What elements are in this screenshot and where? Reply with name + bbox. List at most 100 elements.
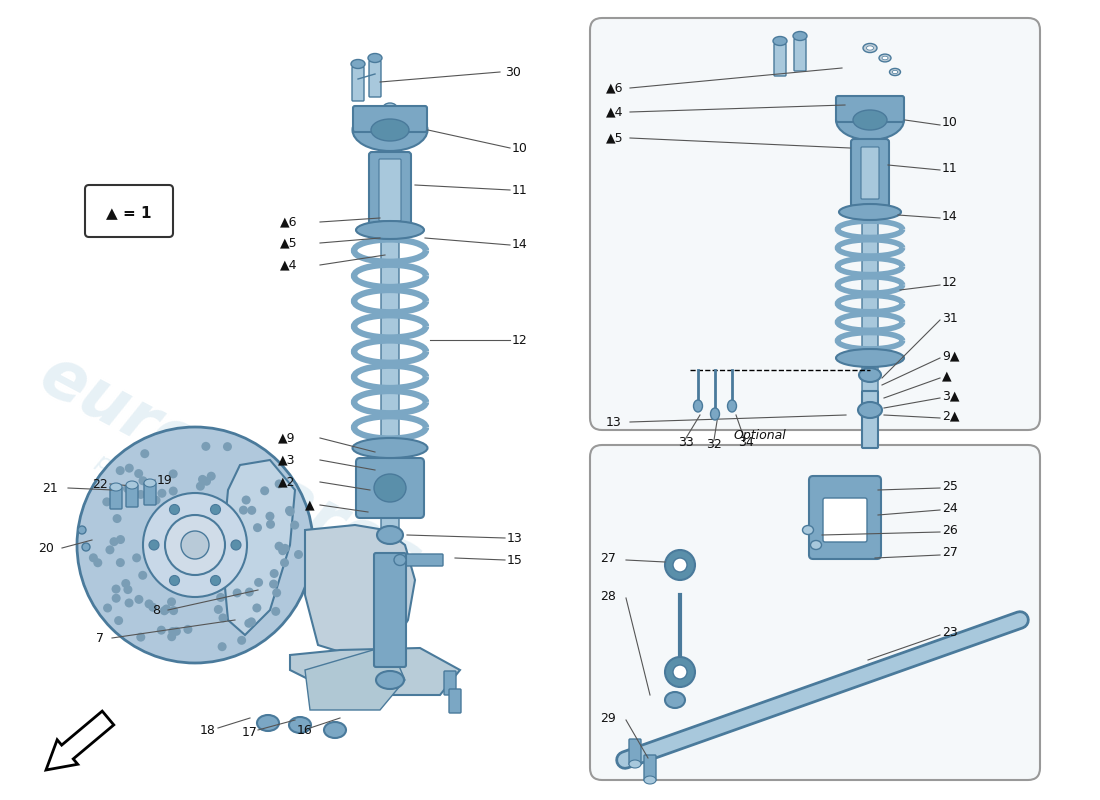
Circle shape xyxy=(280,544,289,553)
Ellipse shape xyxy=(644,776,656,784)
Text: 21: 21 xyxy=(42,482,57,494)
Circle shape xyxy=(278,546,287,555)
Circle shape xyxy=(245,587,254,597)
FancyBboxPatch shape xyxy=(144,483,156,505)
Text: 32: 32 xyxy=(706,438,722,450)
Circle shape xyxy=(252,603,262,613)
Circle shape xyxy=(157,489,166,498)
Ellipse shape xyxy=(890,69,901,75)
Ellipse shape xyxy=(673,558,688,572)
Circle shape xyxy=(114,616,123,625)
Text: 8: 8 xyxy=(152,603,160,617)
Circle shape xyxy=(286,507,295,516)
Ellipse shape xyxy=(864,43,877,53)
Circle shape xyxy=(162,605,170,614)
FancyBboxPatch shape xyxy=(629,739,641,765)
Circle shape xyxy=(223,442,232,451)
Text: ▲: ▲ xyxy=(942,370,952,382)
FancyBboxPatch shape xyxy=(444,671,456,695)
Circle shape xyxy=(275,479,284,489)
Text: ▲2: ▲2 xyxy=(278,475,296,489)
Circle shape xyxy=(77,427,314,663)
Text: ▲6: ▲6 xyxy=(606,82,624,94)
Circle shape xyxy=(210,575,220,586)
Circle shape xyxy=(121,579,130,588)
FancyBboxPatch shape xyxy=(862,391,878,448)
Circle shape xyxy=(210,505,220,514)
Ellipse shape xyxy=(351,59,365,69)
Text: ▲: ▲ xyxy=(305,498,315,511)
Text: 30: 30 xyxy=(505,66,521,78)
Circle shape xyxy=(136,633,145,642)
FancyBboxPatch shape xyxy=(836,96,904,122)
Ellipse shape xyxy=(859,368,881,382)
Circle shape xyxy=(89,554,98,562)
Circle shape xyxy=(196,482,205,490)
FancyBboxPatch shape xyxy=(353,106,427,132)
FancyBboxPatch shape xyxy=(110,487,122,509)
Text: ▲3: ▲3 xyxy=(278,454,296,466)
Circle shape xyxy=(238,636,246,645)
Ellipse shape xyxy=(793,31,807,41)
Ellipse shape xyxy=(376,671,404,689)
Ellipse shape xyxy=(394,554,406,566)
FancyArrow shape xyxy=(46,711,113,770)
Text: 29: 29 xyxy=(600,711,616,725)
Circle shape xyxy=(242,495,251,505)
Text: 20: 20 xyxy=(39,542,54,554)
Ellipse shape xyxy=(383,103,397,113)
Circle shape xyxy=(112,594,121,602)
Ellipse shape xyxy=(882,56,888,60)
Circle shape xyxy=(207,472,216,481)
Text: 14: 14 xyxy=(942,210,958,222)
Ellipse shape xyxy=(110,483,122,491)
Circle shape xyxy=(244,618,253,628)
FancyBboxPatch shape xyxy=(823,498,867,542)
Ellipse shape xyxy=(666,692,685,708)
Circle shape xyxy=(265,512,274,521)
Circle shape xyxy=(272,607,280,616)
Circle shape xyxy=(102,498,111,506)
Text: 33: 33 xyxy=(678,435,694,449)
Ellipse shape xyxy=(377,526,403,544)
Circle shape xyxy=(266,520,275,529)
Ellipse shape xyxy=(144,479,156,487)
Circle shape xyxy=(167,632,176,642)
Text: 9▲: 9▲ xyxy=(942,350,959,362)
Text: 11: 11 xyxy=(942,162,958,174)
Text: 7: 7 xyxy=(96,631,104,645)
Circle shape xyxy=(275,542,284,550)
FancyBboxPatch shape xyxy=(774,44,786,76)
Text: ▲ = 1: ▲ = 1 xyxy=(107,206,152,221)
Text: 27: 27 xyxy=(942,546,958,559)
Text: ▲4: ▲4 xyxy=(280,258,297,271)
Circle shape xyxy=(169,606,178,615)
Circle shape xyxy=(184,625,192,634)
Circle shape xyxy=(290,521,299,530)
Text: Optional: Optional xyxy=(734,429,786,442)
Circle shape xyxy=(148,540,159,550)
FancyBboxPatch shape xyxy=(862,141,878,408)
Circle shape xyxy=(144,599,154,609)
Text: ▲5: ▲5 xyxy=(606,131,624,145)
Circle shape xyxy=(123,585,132,594)
Circle shape xyxy=(201,442,210,451)
Text: passion for parts since 198: passion for parts since 198 xyxy=(92,450,367,610)
Ellipse shape xyxy=(368,54,382,62)
Text: ▲9: ▲9 xyxy=(278,431,296,445)
Ellipse shape xyxy=(352,109,428,151)
FancyBboxPatch shape xyxy=(851,139,889,207)
Circle shape xyxy=(182,531,209,559)
Circle shape xyxy=(141,449,150,458)
Circle shape xyxy=(152,496,161,505)
Text: 17: 17 xyxy=(242,726,257,738)
Text: 18: 18 xyxy=(200,723,216,737)
FancyBboxPatch shape xyxy=(368,152,411,228)
Circle shape xyxy=(239,506,248,514)
Circle shape xyxy=(167,598,176,606)
Text: eurospares: eurospares xyxy=(29,342,431,598)
Circle shape xyxy=(134,595,143,604)
Text: 34: 34 xyxy=(738,435,754,449)
Circle shape xyxy=(148,602,157,612)
Ellipse shape xyxy=(773,37,786,46)
